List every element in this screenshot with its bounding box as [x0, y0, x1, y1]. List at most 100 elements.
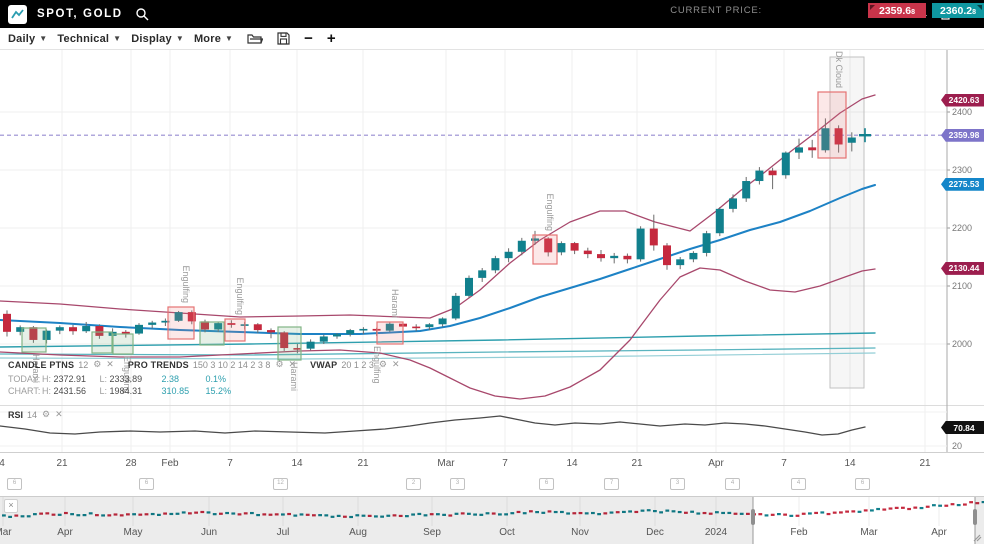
search-icon[interactable]	[135, 7, 149, 21]
candle-pattern-box[interactable]	[21, 327, 47, 353]
candle	[465, 277, 473, 296]
candle	[280, 332, 289, 349]
calendar-event-icon[interactable]: 4	[791, 478, 806, 490]
candle	[729, 198, 737, 209]
close-icon[interactable]: ✕	[391, 359, 400, 369]
candle-pattern-box[interactable]	[376, 321, 404, 345]
nav-month-label: Apr	[931, 527, 947, 538]
zoom-out-button[interactable]: −	[304, 29, 313, 47]
open-folder-icon[interactable]	[247, 32, 264, 45]
candle	[570, 243, 579, 251]
calendar-event-icon[interactable]: 6	[855, 478, 870, 490]
candle	[491, 258, 500, 271]
candle	[121, 331, 130, 334]
candle	[531, 238, 539, 241]
candle	[689, 252, 698, 260]
candle	[676, 259, 685, 266]
candle-pattern-box[interactable]	[199, 321, 225, 346]
resize-grip-icon	[976, 536, 982, 542]
instrument-title: SPOT, GOLD	[37, 8, 123, 20]
pattern-label: Harami	[289, 362, 299, 391]
candle	[227, 323, 236, 325]
candle	[847, 137, 856, 143]
vwap-band-3	[0, 352, 876, 360]
price-tick-label: 2000	[952, 339, 972, 349]
menu-technical[interactable]: Technical ▼	[57, 32, 122, 45]
candle-pattern-box[interactable]	[112, 333, 134, 355]
title-bar: SPOT, GOLD – ×	[0, 0, 984, 28]
candle-pattern-box[interactable]	[91, 331, 113, 354]
close-icon[interactable]: ✕	[288, 359, 297, 369]
candle	[821, 128, 830, 151]
candle	[306, 341, 315, 349]
pattern-label: Engulfing	[181, 265, 191, 303]
menu-display[interactable]: Display ▼	[131, 32, 184, 45]
navigator-right-handle[interactable]	[973, 509, 977, 525]
candle	[319, 336, 328, 342]
calendar-event-icon[interactable]: 6	[539, 478, 554, 490]
calendar-event-icon[interactable]: 2	[406, 478, 421, 490]
candle-pattern-box[interactable]	[167, 306, 195, 340]
calendar-event-icon[interactable]: 4	[725, 478, 740, 490]
save-icon[interactable]	[277, 32, 290, 45]
candle-pattern-box[interactable]	[532, 234, 558, 265]
menu-daily[interactable]: Daily ▼	[8, 32, 48, 45]
candle	[148, 322, 157, 325]
candle	[267, 330, 275, 333]
calendar-event-icon[interactable]: 7	[604, 478, 619, 490]
navigator-left-handle[interactable]	[751, 509, 755, 525]
candle	[451, 295, 460, 319]
calendar-event-icon[interactable]: 6	[7, 478, 22, 490]
date-label: 14	[566, 458, 578, 469]
close-icon[interactable]: ✕	[106, 359, 114, 369]
candle	[253, 324, 262, 331]
candle-pattern-box[interactable]	[277, 326, 302, 361]
candle	[214, 323, 223, 330]
nav-month-label: May	[124, 527, 143, 538]
calendar-event-icon[interactable]: 12	[273, 478, 288, 490]
navigator-mask-left	[0, 497, 753, 544]
navigator-close-button[interactable]: ×	[4, 499, 18, 513]
candle	[834, 128, 843, 145]
rsi-line	[0, 415, 866, 436]
candle	[781, 152, 790, 176]
gear-icon[interactable]: ⚙	[93, 359, 102, 369]
calendar-event-icon[interactable]: 3	[670, 478, 685, 490]
nav-month-label: 2024	[705, 527, 728, 538]
calendar-event-icon[interactable]: 6	[139, 478, 154, 490]
vwap-line	[0, 332, 876, 348]
candle-pattern-box[interactable]	[817, 91, 847, 159]
pattern-label: Engulfing	[235, 277, 245, 315]
nav-month-label: Feb	[790, 527, 808, 538]
candle	[597, 254, 605, 259]
date-label: Mar	[437, 458, 455, 469]
price-tick-label: 2200	[952, 223, 972, 233]
toolbar: Daily ▼ Technical ▼ Display ▼ More ▼ − +	[0, 28, 984, 50]
pattern-label: Engulfing	[372, 346, 382, 384]
pattern-label: Harami	[390, 289, 400, 318]
down-tick-icon	[870, 5, 875, 10]
candle	[3, 313, 11, 332]
gear-icon[interactable]: ⚙	[275, 359, 284, 369]
pattern-label: Harami	[31, 354, 41, 383]
zoom-in-button[interactable]: +	[326, 29, 336, 47]
app-logo-icon	[8, 4, 27, 24]
gear-icon[interactable]: ⚙	[378, 359, 387, 369]
calendar-event-icon[interactable]: 3	[450, 478, 465, 490]
date-label: 14	[844, 458, 856, 469]
close-icon[interactable]: ✕	[55, 409, 63, 419]
pattern-label: Engulfing	[122, 356, 132, 394]
price-tick-label: 2100	[952, 281, 972, 291]
chevron-down-icon: ▼	[175, 34, 184, 43]
price-badge-2130.44: 2130.44	[941, 261, 984, 275]
date-label: 7	[227, 458, 233, 469]
menu-more[interactable]: More ▼	[193, 32, 234, 45]
indicator-pro-trends: PRO TRENDS	[127, 359, 189, 370]
nav-month-label: Sep	[423, 527, 441, 538]
candle-pattern-box[interactable]	[224, 318, 246, 342]
candle	[649, 228, 658, 246]
gear-icon[interactable]: ⚙	[42, 409, 51, 419]
date-label: 7	[502, 458, 508, 469]
